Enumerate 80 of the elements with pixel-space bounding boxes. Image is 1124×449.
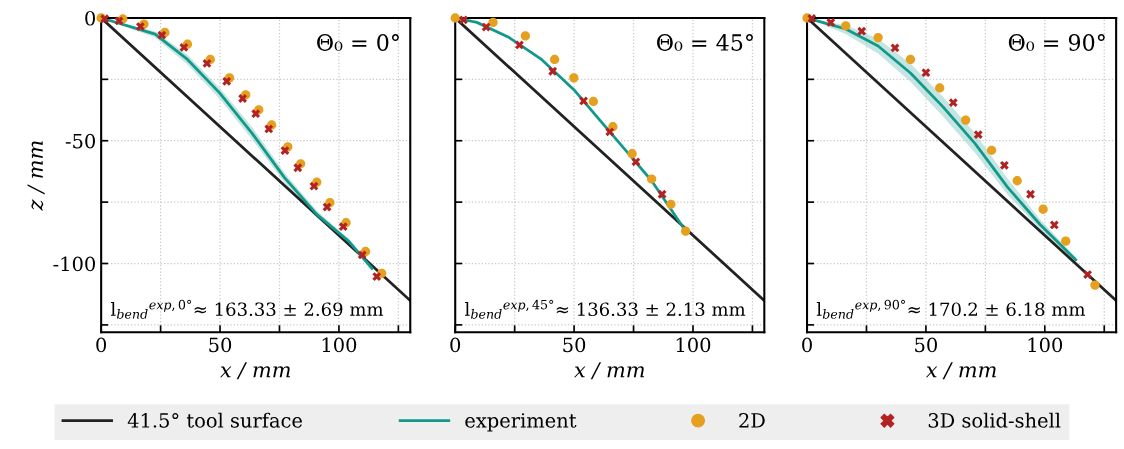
point bbox=[935, 83, 945, 93]
point bbox=[520, 31, 531, 41]
point bbox=[136, 22, 145, 31]
annotation: l$_{bend}$$^{exp,45°}$≈ 136.33 ± 2.13 mm bbox=[465, 299, 746, 319]
x-tick-label: 50 bbox=[563, 337, 586, 353]
point bbox=[890, 43, 900, 53]
point bbox=[338, 222, 348, 232]
point bbox=[481, 22, 491, 32]
point bbox=[657, 189, 667, 199]
point bbox=[372, 272, 382, 281]
point bbox=[515, 40, 524, 50]
point bbox=[264, 124, 274, 134]
point bbox=[202, 58, 212, 68]
annotation: Θ₀ = 0° bbox=[317, 34, 399, 51]
point bbox=[588, 96, 599, 107]
point bbox=[921, 68, 931, 78]
x-tick-label: 0 bbox=[96, 337, 107, 353]
point bbox=[999, 160, 1009, 170]
x-tick-label: 100 bbox=[676, 337, 711, 353]
y-axis-title: z / mm bbox=[27, 141, 45, 211]
point bbox=[948, 98, 958, 108]
point bbox=[488, 17, 498, 28]
point bbox=[251, 109, 261, 119]
point bbox=[450, 13, 460, 23]
y-tick-label: -50 bbox=[65, 133, 96, 149]
x-tick-label: 50 bbox=[915, 337, 937, 353]
x-tick-label: 0 bbox=[802, 337, 812, 353]
legend-label: 2D bbox=[739, 413, 765, 428]
point bbox=[548, 66, 558, 76]
point bbox=[960, 115, 971, 125]
point bbox=[293, 163, 303, 173]
annotation: Θ₀ = 90° bbox=[1008, 34, 1105, 51]
point bbox=[1012, 176, 1022, 186]
point bbox=[309, 181, 319, 191]
y-tick-label: 0 bbox=[85, 10, 96, 26]
x-tick-label: 0 bbox=[450, 337, 461, 353]
point bbox=[1083, 270, 1092, 279]
point bbox=[666, 199, 676, 209]
annotation: l$_{bend}$$^{exp,0°}$≈ 163.33 ± 2.69 mm bbox=[110, 299, 384, 319]
point bbox=[807, 14, 817, 23]
point bbox=[322, 202, 332, 212]
legend-label: 3D solid-shell bbox=[928, 412, 1061, 428]
point bbox=[680, 226, 691, 236]
point bbox=[627, 149, 637, 159]
point bbox=[569, 73, 579, 83]
point bbox=[905, 54, 916, 65]
point bbox=[238, 94, 248, 103]
point bbox=[826, 17, 836, 27]
legend-label: 41.5° tool surface bbox=[127, 412, 302, 428]
point bbox=[973, 130, 983, 139]
x-axis-title: x / mm bbox=[574, 362, 645, 380]
x-axis-title: x / mm bbox=[220, 362, 291, 380]
point bbox=[646, 174, 657, 184]
point bbox=[1061, 236, 1071, 246]
point bbox=[579, 96, 589, 106]
x-tick-label: 100 bbox=[322, 337, 357, 353]
point bbox=[1038, 204, 1048, 214]
point bbox=[280, 146, 290, 155]
point bbox=[100, 14, 110, 24]
point bbox=[605, 127, 615, 137]
point bbox=[1090, 280, 1100, 290]
x-tick-label: 50 bbox=[209, 337, 232, 353]
point bbox=[873, 32, 883, 43]
point bbox=[114, 16, 124, 26]
point bbox=[986, 145, 997, 155]
point bbox=[549, 54, 560, 65]
point bbox=[459, 15, 468, 25]
x-tick-label: 100 bbox=[1028, 337, 1063, 353]
point bbox=[857, 26, 867, 36]
point bbox=[631, 157, 641, 167]
legend-label: experiment bbox=[465, 413, 577, 432]
annotation: Θ₀ = 45° bbox=[657, 34, 753, 51]
y-tick-label: -100 bbox=[53, 256, 96, 272]
x-axis-title: x / mm bbox=[925, 362, 996, 380]
point bbox=[357, 250, 367, 260]
point bbox=[179, 43, 189, 52]
point bbox=[1026, 189, 1035, 199]
annotation: l$_{bend}$$^{exp,90°}$≈ 170.2 ± 6.18 mm bbox=[816, 299, 1086, 319]
point bbox=[841, 21, 851, 31]
point bbox=[1049, 220, 1059, 230]
